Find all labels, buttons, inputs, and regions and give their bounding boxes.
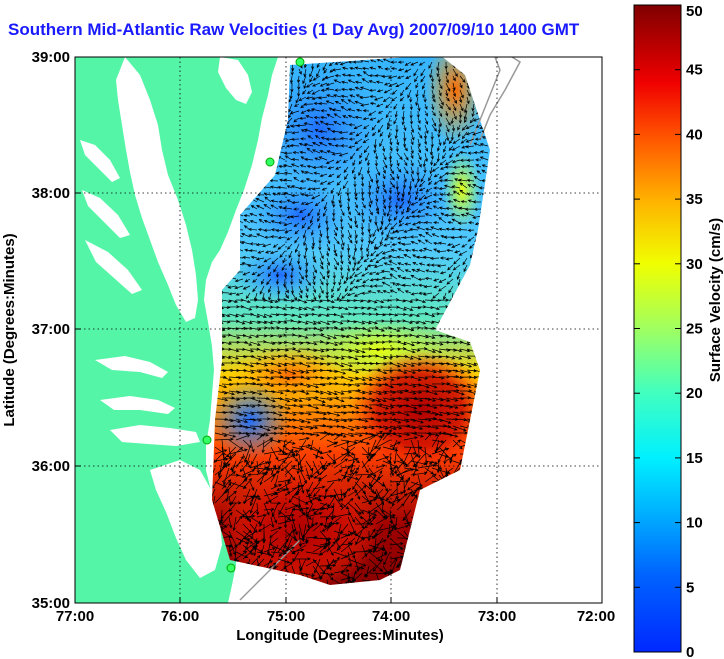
y-tick-label: 39:00 bbox=[32, 49, 70, 66]
shelf-contour-2 bbox=[479, 57, 521, 141]
bay-branch-3 bbox=[85, 240, 142, 294]
y-tick-label: 38:00 bbox=[32, 185, 70, 202]
plot-frame bbox=[74, 56, 603, 604]
albemarle-sound bbox=[110, 425, 200, 446]
delaware-bay bbox=[218, 57, 252, 104]
colorbar-tick-label: 20 bbox=[686, 385, 703, 402]
colorbar-tick-label: 10 bbox=[686, 515, 703, 532]
colorbar-tick-label: 25 bbox=[686, 321, 703, 338]
y-tick-label: 37:00 bbox=[32, 321, 70, 338]
colorbar-label: Surface Velocity (cm/s) bbox=[707, 218, 724, 382]
colorbar-tick-label: 5 bbox=[686, 579, 694, 596]
colorbar-tick-label: 40 bbox=[686, 126, 703, 143]
x-tick-label: 73:00 bbox=[478, 608, 516, 625]
grid bbox=[75, 57, 602, 603]
x-axis-label: Longitude (Degrees:Minutes) bbox=[236, 627, 444, 644]
colorbar-tick-label: 45 bbox=[686, 62, 703, 79]
x-tick-label: 77:00 bbox=[56, 608, 94, 625]
bay-branch-1 bbox=[80, 140, 120, 182]
x-tick-label: 75:00 bbox=[267, 608, 305, 625]
river-1 bbox=[95, 356, 168, 378]
land-mass bbox=[75, 57, 278, 603]
pamlico-sound bbox=[150, 460, 222, 578]
colorbar-tick-label: 50 bbox=[686, 3, 703, 20]
chart-title: Southern Mid-Atlantic Raw Velocities (1 … bbox=[8, 20, 580, 39]
x-tick-label: 72:00 bbox=[577, 608, 615, 625]
x-tick-label: 76:00 bbox=[161, 608, 199, 625]
colorbar-tick-label: 35 bbox=[686, 191, 703, 208]
y-axis-label: Latitude (Degrees:Minutes) bbox=[1, 233, 18, 426]
colorbar-tick-label: 30 bbox=[686, 256, 703, 273]
colorbar-tick-label: 15 bbox=[686, 450, 703, 467]
radar-station-marker bbox=[265, 157, 275, 167]
radar-station-marker bbox=[295, 57, 305, 67]
river-2 bbox=[100, 396, 175, 414]
colorbar bbox=[633, 4, 682, 653]
y-tick-label: 36:00 bbox=[32, 458, 70, 475]
colorbar-ticks: 0 5 10 15 20 25 30 35 40 45 50 bbox=[634, 3, 703, 659]
x-tick-label: 74:00 bbox=[372, 608, 410, 625]
radar-station-marker bbox=[202, 435, 212, 445]
radar-station-marker bbox=[226, 563, 236, 573]
y-tick-label: 35:00 bbox=[32, 595, 70, 612]
bay-branch-2 bbox=[82, 190, 130, 238]
colorbar-tick-label: 0 bbox=[686, 644, 694, 659]
chesapeake-bay bbox=[116, 57, 198, 322]
shelf-contour-1 bbox=[469, 57, 501, 146]
